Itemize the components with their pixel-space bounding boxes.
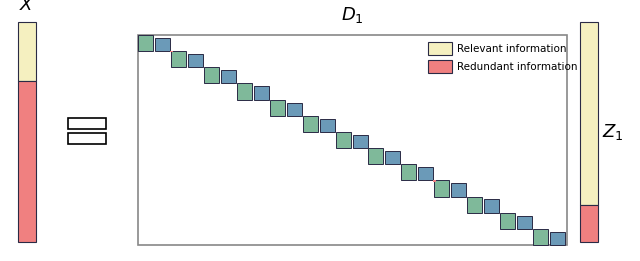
- Bar: [18, 81, 36, 242]
- Bar: [580, 205, 598, 242]
- Bar: [253, 86, 269, 100]
- Bar: [155, 38, 170, 51]
- Text: $X$: $X$: [19, 0, 35, 14]
- Text: $D_1$: $D_1$: [341, 5, 364, 25]
- Bar: [353, 135, 367, 148]
- Bar: [335, 132, 351, 148]
- Bar: [401, 164, 417, 180]
- Text: Relevant information: Relevant information: [457, 44, 566, 54]
- Bar: [385, 151, 401, 164]
- Bar: [428, 42, 452, 55]
- Bar: [188, 54, 203, 67]
- Bar: [171, 51, 186, 67]
- Bar: [517, 216, 532, 229]
- Bar: [237, 84, 252, 100]
- Bar: [18, 22, 36, 81]
- Bar: [419, 167, 433, 180]
- Text: Redundant information: Redundant information: [457, 62, 577, 72]
- Bar: [170, 51, 173, 52]
- Bar: [204, 67, 219, 84]
- Text: $Z_1$: $Z_1$: [602, 122, 623, 142]
- Bar: [484, 199, 499, 213]
- Bar: [451, 183, 467, 197]
- Bar: [269, 100, 285, 116]
- Bar: [433, 180, 436, 182]
- Bar: [221, 70, 236, 84]
- Bar: [467, 197, 482, 213]
- Bar: [287, 103, 301, 116]
- Bar: [68, 118, 106, 129]
- Bar: [303, 116, 317, 132]
- Bar: [138, 35, 567, 245]
- Bar: [580, 22, 598, 205]
- Bar: [428, 60, 452, 73]
- Bar: [500, 213, 515, 229]
- Bar: [369, 148, 383, 164]
- Bar: [68, 133, 106, 144]
- Bar: [550, 232, 565, 245]
- Bar: [435, 180, 449, 197]
- Bar: [533, 229, 548, 245]
- Bar: [319, 119, 335, 132]
- Bar: [138, 35, 153, 51]
